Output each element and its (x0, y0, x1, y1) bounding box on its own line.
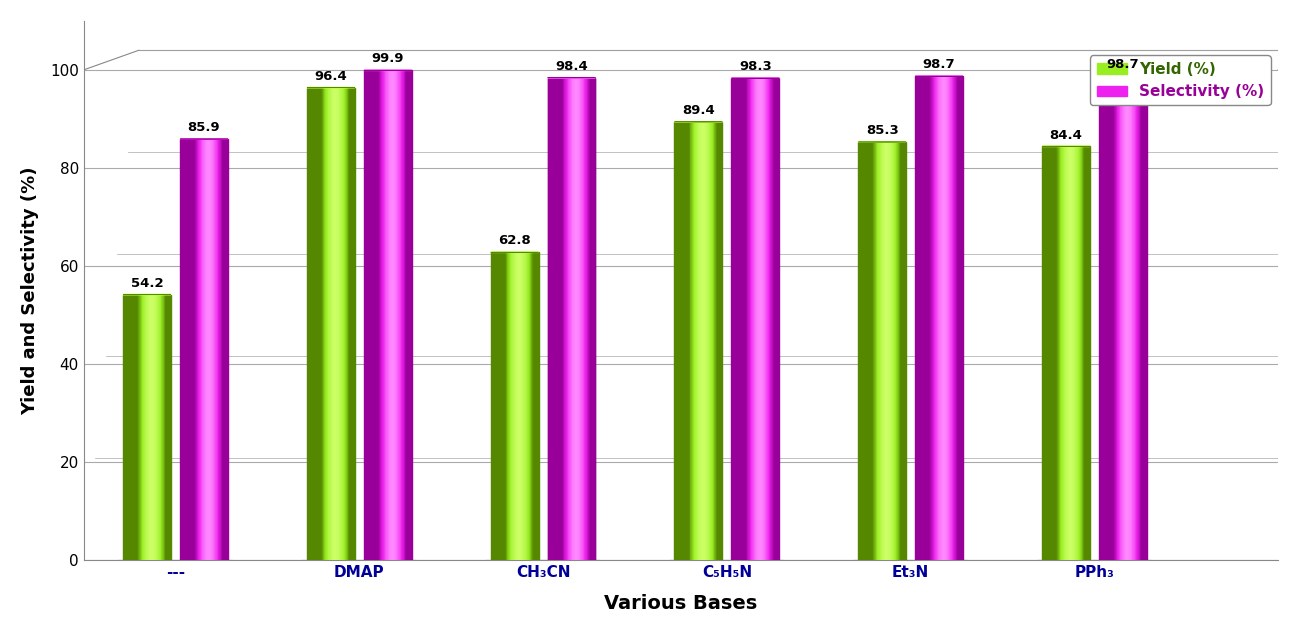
Text: 54.2: 54.2 (131, 276, 164, 290)
X-axis label: Various Bases: Various Bases (604, 594, 757, 613)
Text: 98.7: 98.7 (922, 58, 956, 72)
Text: 96.4: 96.4 (314, 70, 347, 82)
Y-axis label: Yield and Selectivity (%): Yield and Selectivity (%) (21, 166, 39, 415)
Text: 85.9: 85.9 (188, 121, 221, 134)
Text: 98.4: 98.4 (555, 60, 588, 73)
Text: 98.3: 98.3 (739, 60, 772, 74)
Text: 89.4: 89.4 (682, 104, 714, 117)
Text: 99.9: 99.9 (372, 53, 404, 65)
Text: 84.4: 84.4 (1050, 129, 1082, 141)
Text: 62.8: 62.8 (499, 235, 531, 247)
Legend: Yield (%), Selectivity (%): Yield (%), Selectivity (%) (1090, 55, 1270, 105)
Text: 85.3: 85.3 (865, 124, 899, 137)
Text: 98.7: 98.7 (1107, 58, 1139, 72)
